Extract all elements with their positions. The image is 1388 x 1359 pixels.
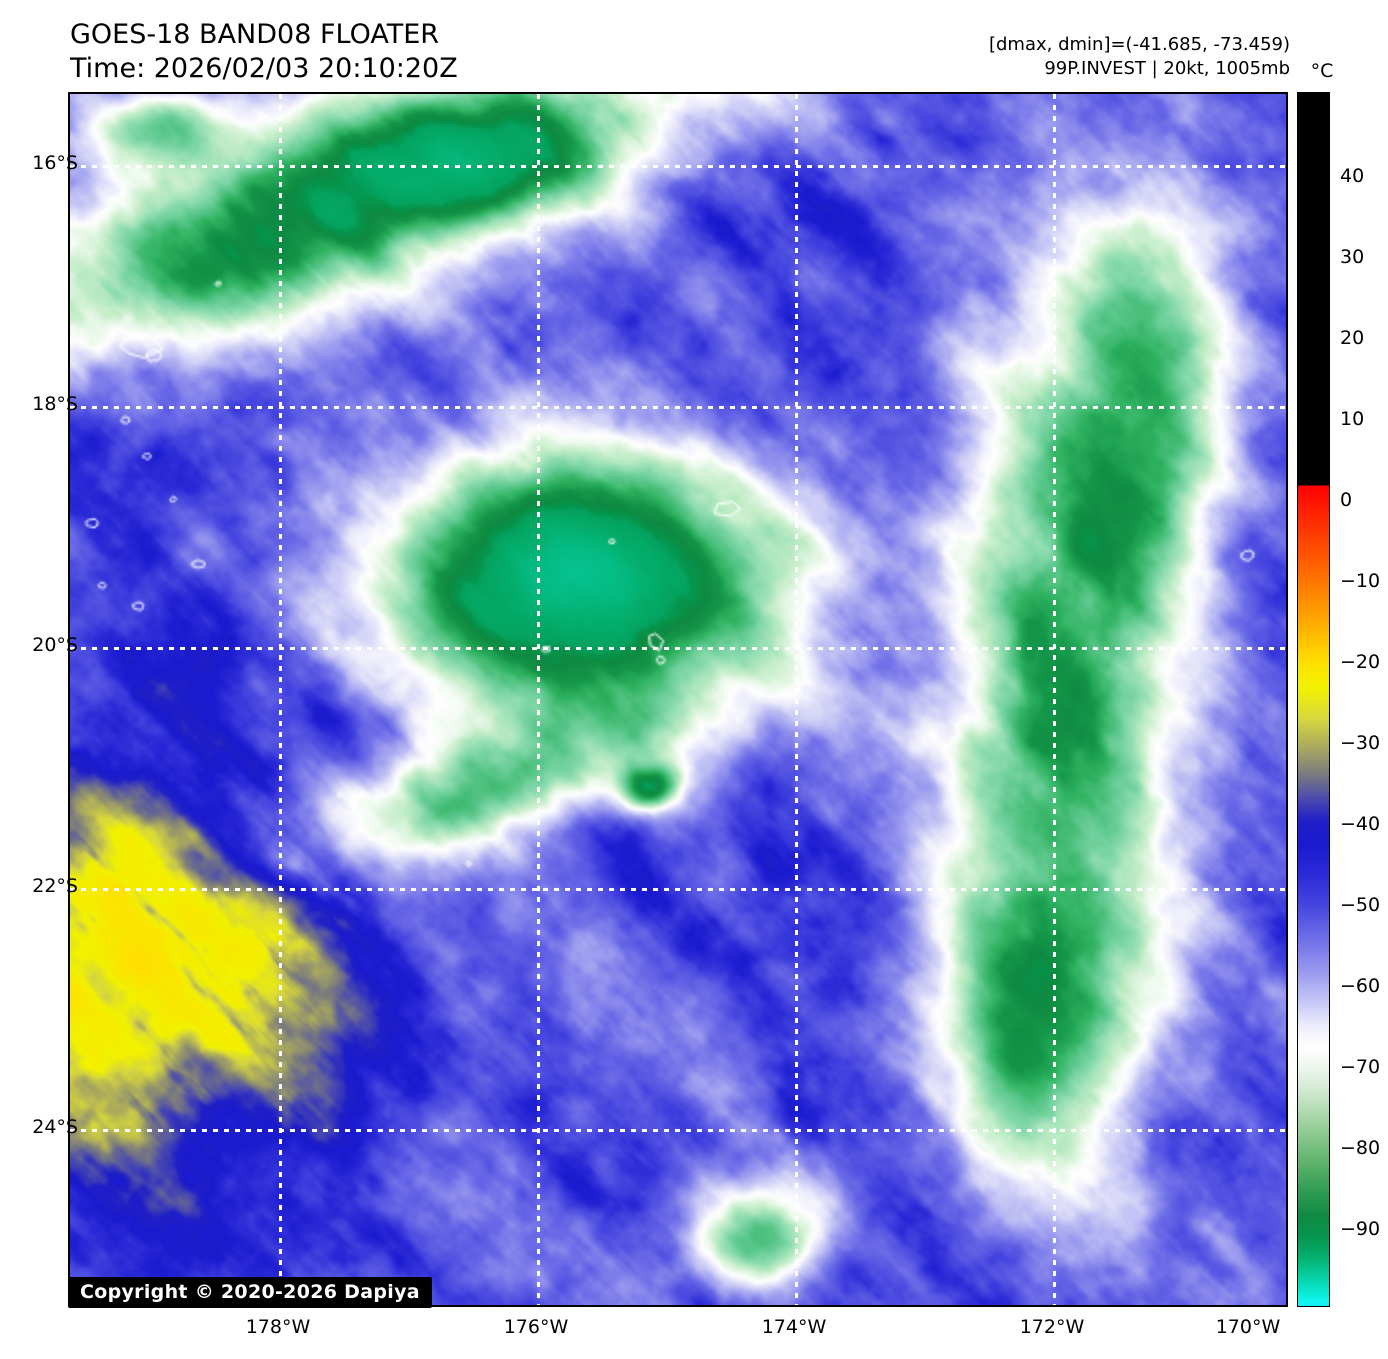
temperature-colorbar[interactable]	[1297, 92, 1330, 1307]
lat-tick-18s: 18°S	[32, 393, 78, 415]
page-title: GOES-18 BAND08 FLOATER	[70, 19, 440, 50]
lat-tick-22s: 22°S	[32, 875, 78, 897]
colorbar-tick-m50: −50	[1340, 894, 1381, 916]
lat-tick-20s: 20°S	[32, 634, 78, 656]
metadata-block: [dmax, dmin]=(-41.685, -73.459) 99P.INVE…	[989, 33, 1290, 81]
lon-tick-172w: 172°W	[1019, 1316, 1085, 1338]
colorbar-tick-40: 40	[1340, 165, 1365, 187]
dmax-dmin-label: [dmax, dmin]=(-41.685, -73.459)	[988, 34, 1290, 55]
satellite-imagery-canvas	[70, 94, 1286, 1305]
lon-tick-170w: 170°W	[1215, 1316, 1281, 1338]
colorbar-tick-m30: −30	[1340, 732, 1381, 754]
colorbar-tick-0: 0	[1340, 489, 1353, 511]
colorbar-tick-m60: −60	[1340, 975, 1381, 997]
colorbar-tick-30: 30	[1340, 246, 1365, 268]
colorbar-tick-m10: −10	[1340, 570, 1381, 592]
lon-tick-178w: 178°W	[245, 1316, 311, 1338]
colorbar-tick-m80: −80	[1340, 1137, 1381, 1159]
lon-tick-176w: 176°W	[503, 1316, 569, 1338]
colorbar-tick-20: 20	[1340, 327, 1365, 349]
timestamp-label: Time: 2026/02/03 20:10:20Z	[70, 53, 458, 84]
lat-tick-24s: 24°S	[32, 1116, 78, 1138]
title-block: GOES-18 BAND08 FLOATER Time: 2026/02/03 …	[70, 18, 458, 86]
copyright-watermark: Copyright © 2020-2026 Dapiya	[68, 1277, 432, 1308]
colorbar-unit-label: °C	[1310, 60, 1334, 82]
lat-tick-16s: 16°S	[32, 152, 78, 174]
colorbar-tick-m70: −70	[1340, 1056, 1381, 1078]
lon-tick-174w: 174°W	[761, 1316, 827, 1338]
colorbar-tick-10: 10	[1340, 408, 1365, 430]
satellite-map[interactable]	[68, 92, 1288, 1307]
colorbar-tick-m40: −40	[1340, 813, 1381, 835]
storm-info-label: 99P.INVEST | 20kt, 1005mb	[1044, 58, 1290, 79]
colorbar-tick-m20: −20	[1340, 651, 1381, 673]
colorbar-tick-m90: −90	[1340, 1218, 1381, 1240]
